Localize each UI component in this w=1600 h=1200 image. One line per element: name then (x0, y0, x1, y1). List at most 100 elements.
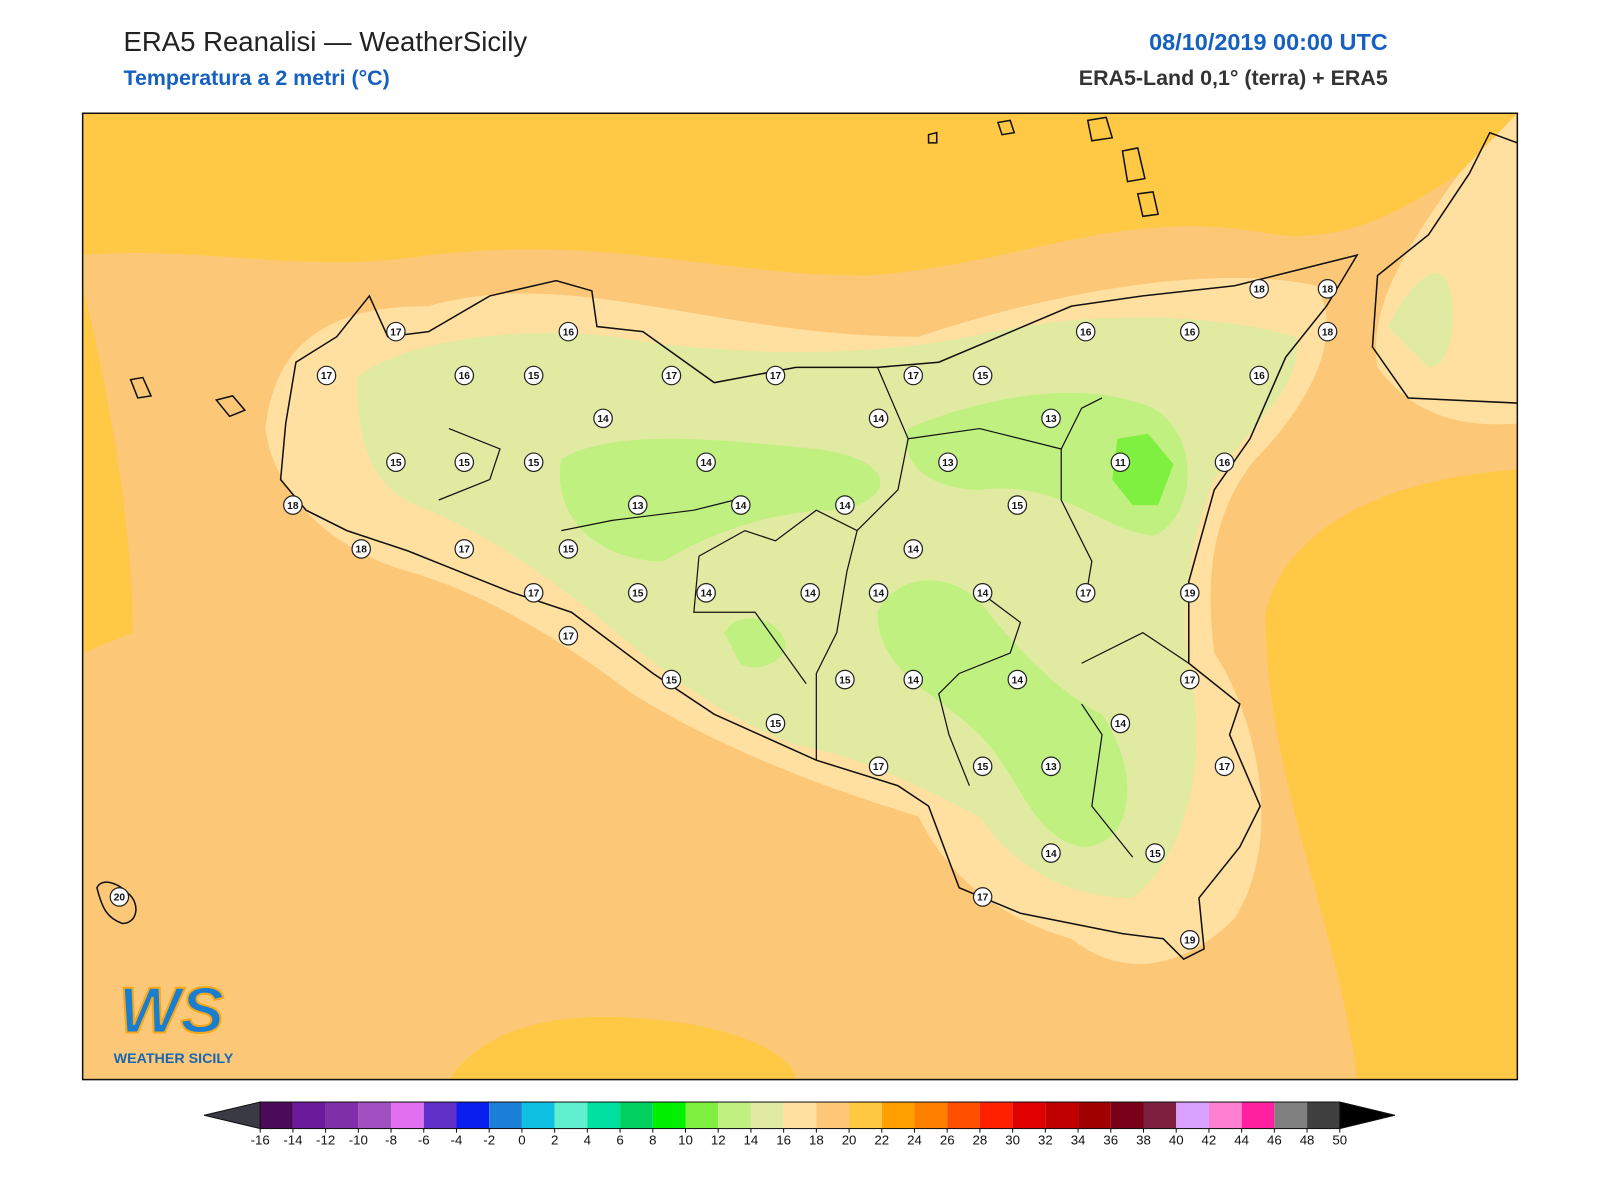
station-marker (696, 452, 716, 473)
station-value: 17 (1080, 589, 1092, 600)
station-value: 14 (597, 414, 609, 425)
station-value: 14 (735, 501, 747, 512)
station-value: 17 (390, 327, 402, 338)
colorbar-box (1241, 1102, 1275, 1129)
colorbar-tick-label: 40 (1169, 1132, 1184, 1147)
map: 17 16 17 16 15 17 17 17 15 16 16 18 18 18 16 14 14 13 15 15… (82, 113, 1518, 1080)
stations: 17 16 17 16 15 17 17 17 15 16 16 18 18 18 16 14 14 13 15 15… (109, 278, 1338, 950)
station-marker (1179, 669, 1200, 690)
station-marker (523, 452, 544, 473)
colorbar-tick-label: 30 (1005, 1132, 1020, 1147)
colorbar-tick-label: 4 (584, 1132, 591, 1147)
colorbar-box (1307, 1102, 1340, 1129)
colorbar-tick-label: 24 (907, 1132, 922, 1147)
colorbar-box (1110, 1102, 1144, 1129)
colorbar-box (1078, 1102, 1111, 1129)
colorbar-tick-label: 34 (1071, 1132, 1086, 1147)
station-value: 13 (632, 501, 644, 512)
station-marker (558, 625, 579, 646)
colorbar-box (260, 1102, 293, 1129)
figure-content: ERA5 Reanalisi — WeatherSicily Temperatu… (81, 26, 1519, 1147)
station-value: 17 (321, 371, 333, 382)
station-marker (972, 756, 993, 777)
station-marker (696, 583, 716, 603)
station-value: 18 (356, 545, 368, 556)
logo-text: WEATHER SICILY (114, 1051, 234, 1067)
station-marker (627, 583, 648, 603)
colorbar-box (1045, 1102, 1079, 1129)
colorbar-box (456, 1102, 490, 1129)
station-marker (1041, 756, 1061, 777)
colorbar: -16 -14 -12 -10 -8 -6 -4 -2 0 2 4 6 8 10 12 14 16 18 20 22 2… (203, 1101, 1396, 1147)
station-value: 14 (700, 589, 712, 600)
station-value: 13 (1045, 414, 1057, 425)
colorbar-tick-label: 2 (551, 1132, 558, 1147)
colorbar-tick-label: 8 (649, 1132, 656, 1147)
station-marker (903, 539, 924, 559)
station-marker (903, 669, 924, 690)
station-marker (627, 495, 648, 515)
station-marker (835, 495, 855, 515)
colorbar-box (947, 1102, 980, 1129)
station-value: 17 (666, 371, 678, 382)
colorbar-box (489, 1102, 522, 1129)
station-marker (109, 887, 130, 907)
station-value: 15 (1012, 501, 1024, 512)
station-value: 17 (1219, 762, 1231, 773)
station-marker (972, 583, 993, 603)
station-value: 17 (459, 545, 471, 556)
colorbar-tick-label: 50 (1332, 1132, 1347, 1147)
colorbar-box (554, 1102, 588, 1129)
station-value: 16 (1080, 327, 1092, 338)
colorbar-tick-label: -8 (385, 1132, 397, 1147)
station-marker (1179, 321, 1200, 342)
station-marker (868, 583, 889, 603)
title: ERA5 Reanalisi — WeatherSicily (123, 26, 527, 57)
station-value: 14 (873, 589, 885, 600)
station-value: 13 (942, 458, 954, 469)
station-marker (903, 365, 924, 386)
station-value: 20 (114, 893, 126, 904)
station-value: 15 (528, 371, 540, 382)
station-value: 14 (977, 589, 989, 600)
station-marker (1110, 452, 1131, 473)
station-marker (661, 365, 682, 386)
cold-field (724, 618, 786, 668)
colorbar-tick-label: 44 (1234, 1132, 1249, 1147)
colorbar-tick-label: 10 (678, 1132, 693, 1147)
station-marker (454, 365, 475, 386)
colorbar-tick-label: 26 (940, 1132, 955, 1147)
station-marker (1041, 408, 1061, 429)
colorbar-tick-label: 6 (616, 1132, 623, 1147)
station-value: 18 (287, 501, 299, 512)
colorbar-tick-label: -2 (483, 1132, 495, 1147)
colorbar-tick-label: -6 (418, 1132, 430, 1147)
station-marker (1249, 278, 1269, 299)
station-marker (835, 669, 855, 690)
colorbar-box (391, 1102, 424, 1129)
colorbar-box (620, 1102, 653, 1129)
station-marker (454, 452, 475, 473)
colorbar-tick-label: 20 (842, 1132, 857, 1147)
colorbar-tick-label: 22 (874, 1132, 889, 1147)
station-value: 14 (908, 545, 920, 556)
colorbar-box (1143, 1102, 1177, 1129)
warm-field (82, 113, 1518, 276)
colorbar-tick-label: 0 (518, 1132, 525, 1147)
station-marker (454, 539, 475, 559)
colorbar-box (521, 1102, 555, 1129)
station-marker (1007, 495, 1028, 515)
colorbar-box (325, 1102, 359, 1129)
station-value: 15 (1149, 849, 1161, 860)
colorbar-box (1208, 1102, 1242, 1129)
station-value: 17 (528, 589, 540, 600)
colorbar-tick-label: 14 (744, 1132, 759, 1147)
colorbar-box (652, 1102, 686, 1129)
colorbar-box (816, 1102, 850, 1129)
colorbar-tick-label: 46 (1267, 1132, 1282, 1147)
station-value: 14 (700, 458, 712, 469)
station-marker (593, 408, 613, 429)
colorbar-box (783, 1102, 817, 1129)
station-marker (386, 452, 406, 473)
